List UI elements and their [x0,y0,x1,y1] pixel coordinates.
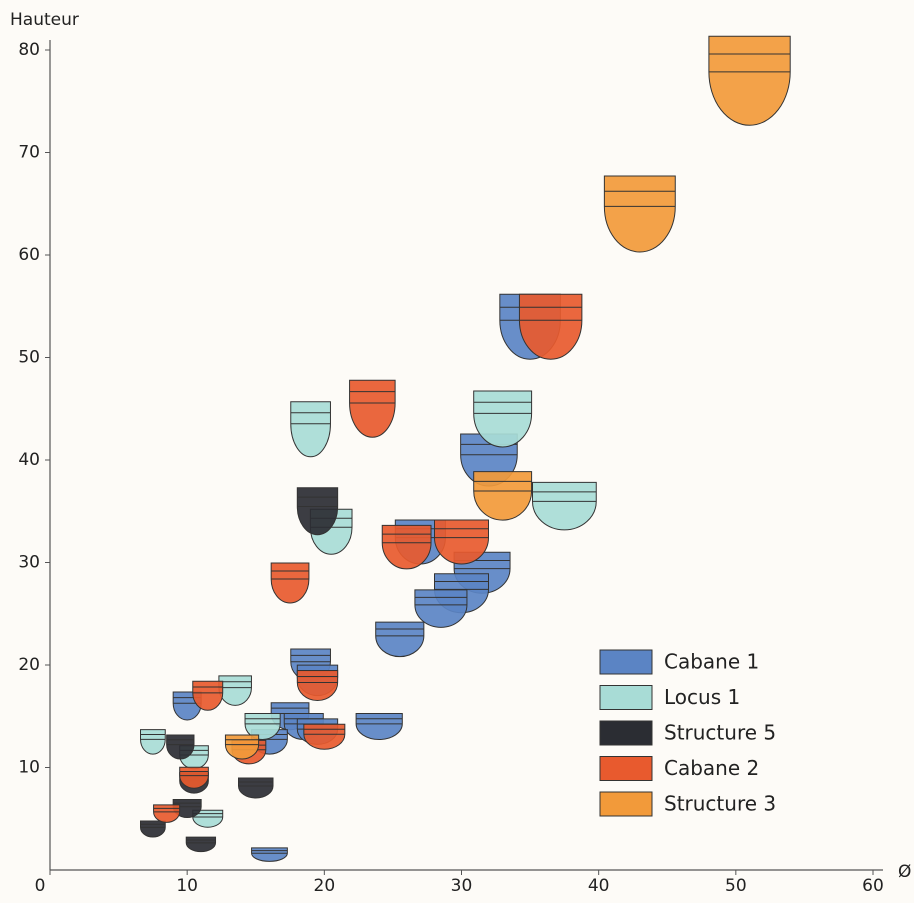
y-tick-label: 80 [18,40,40,60]
x-tick-label: 10 [176,876,198,896]
y-tick-label: 20 [18,655,40,675]
vessel-point [518,293,583,360]
vessel-point [473,471,533,521]
vessel-point [473,390,533,448]
legend-label: Locus 1 [664,685,740,709]
x-tick-label: 50 [725,876,747,896]
legend-swatch [599,720,653,746]
y-tick-label: 70 [18,143,40,163]
vessel-point [251,847,288,862]
x-axis-label: Ø [898,862,911,882]
y-axis-label: Hauteur [10,10,79,30]
x-tick-label: 0 [35,876,46,896]
vessel-point [708,35,791,126]
legend-label: Structure 3 [664,792,776,816]
vessel-point [218,675,252,706]
y-tick-label: 10 [18,758,40,778]
legend-swatch [599,791,653,817]
legend-swatch [599,756,653,781]
vessel-point [244,713,281,740]
vessel-point [224,734,260,760]
y-tick-label: 30 [18,553,40,573]
vessel-point [434,519,489,565]
legend: Cabane 1 Locus 1 Structure 5 Cabane 2 Struct… [599,649,776,817]
vessel-point [303,723,346,750]
y-tick-label: 40 [18,450,40,470]
legend-label: Cabane 1 [664,650,759,674]
vessel-point [532,481,597,531]
vessel-point [290,401,331,458]
vessel-point [296,670,339,701]
vessel-point [296,487,339,536]
legend-swatch [599,649,653,675]
vessel-point [414,589,468,628]
x-tick-label: 20 [314,876,336,896]
vessel-point [179,766,209,789]
legend-label: Structure 5 [664,721,776,745]
vessel-point [349,379,396,438]
legend-label: Cabane 2 [664,756,759,780]
vessel-point [381,524,432,570]
vessel-point [355,713,403,740]
x-tick-label: 60 [862,876,884,896]
vessel-point [153,804,181,823]
vessel-point [185,836,217,853]
vessel-point [140,820,166,838]
vessel-point [140,729,166,755]
x-tick-label: 40 [588,876,610,896]
vessel-point [375,621,425,658]
y-tick-label: 60 [18,245,40,265]
vessel-point [192,680,224,711]
vessel-point [238,777,274,799]
x-tick-label: 30 [451,876,473,896]
vessel-point [270,562,310,604]
y-tick-label: 50 [18,348,40,368]
legend-swatch [599,685,653,710]
vessel-point [166,734,195,760]
vessel-point [603,175,676,253]
